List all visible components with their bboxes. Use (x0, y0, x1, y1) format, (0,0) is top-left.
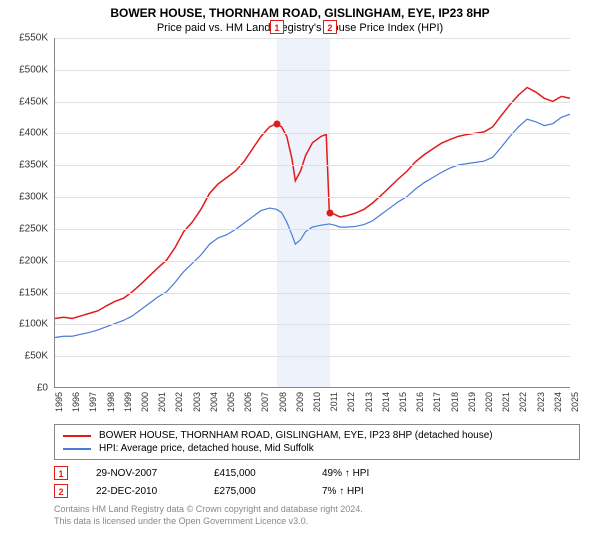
y-tick-label: £250K (19, 223, 48, 234)
plot-area: 12 (54, 38, 570, 388)
x-tick-label: 2006 (243, 392, 253, 412)
series-line (55, 114, 570, 337)
y-tick-label: £0 (37, 383, 48, 394)
x-tick-label: 2005 (226, 392, 236, 412)
x-tick-label: 2002 (174, 392, 184, 412)
sale-marker-flag: 2 (323, 20, 337, 34)
sale-date: 29-NOV-2007 (96, 468, 186, 479)
y-axis: £0£50K£100K£150K£200K£250K£300K£350K£400… (8, 38, 52, 388)
y-tick-label: £550K (19, 33, 48, 44)
footer-attribution: Contains HM Land Registry data © Crown c… (54, 504, 580, 527)
sale-delta: 7% ↑ HPI (322, 486, 364, 497)
y-tick-label: £400K (19, 128, 48, 139)
sale-marker-icon: 2 (54, 484, 68, 498)
sale-marker-flag: 1 (270, 20, 284, 34)
gridline (55, 324, 570, 325)
x-tick-label: 2013 (364, 392, 374, 412)
x-tick-label: 1996 (71, 392, 81, 412)
chart-title: BOWER HOUSE, THORNHAM ROAD, GISLINGHAM, … (0, 0, 600, 20)
x-tick-label: 2024 (553, 392, 563, 412)
sale-row: 1 29-NOV-2007 £415,000 49% ↑ HPI (54, 464, 580, 482)
x-tick-label: 1999 (123, 392, 133, 412)
x-tick-label: 2000 (140, 392, 150, 412)
series-line (55, 87, 570, 318)
gridline (55, 165, 570, 166)
y-tick-label: £350K (19, 160, 48, 171)
x-tick-label: 2010 (312, 392, 322, 412)
sale-delta: 49% ↑ HPI (322, 468, 369, 479)
x-tick-label: 2008 (278, 392, 288, 412)
x-tick-label: 2014 (381, 392, 391, 412)
x-tick-label: 2025 (570, 392, 580, 412)
gridline (55, 356, 570, 357)
x-tick-label: 2023 (536, 392, 546, 412)
line-series (55, 38, 570, 387)
gridline (55, 229, 570, 230)
sales-table: 1 29-NOV-2007 £415,000 49% ↑ HPI 2 22-DEC-201… (54, 464, 580, 500)
x-tick-label: 2003 (192, 392, 202, 412)
gridline (55, 261, 570, 262)
chart-subtitle: Price paid vs. HM Land Registry's House … (0, 20, 600, 38)
gridline (55, 197, 570, 198)
y-tick-label: £50K (25, 351, 48, 362)
legend: BOWER HOUSE, THORNHAM ROAD, GISLINGHAM, … (54, 424, 580, 460)
x-tick-label: 2012 (346, 392, 356, 412)
x-tick-label: 2018 (450, 392, 460, 412)
sale-point-dot (326, 210, 333, 217)
x-axis: 1995 1996 1997 1998 1999 2000 2001 2002 2003 2004… (54, 388, 570, 418)
sale-price: £415,000 (214, 468, 294, 479)
x-tick-label: 2016 (415, 392, 425, 412)
x-tick-label: 2001 (157, 392, 167, 412)
x-tick-label: 2007 (260, 392, 270, 412)
x-tick-label: 2009 (295, 392, 305, 412)
y-tick-label: £450K (19, 96, 48, 107)
chart-area: £0 £50K £100K £150K £200K £250K £300K £350K £400… (8, 38, 578, 418)
legend-label: BOWER HOUSE, THORNHAM ROAD, GISLINGHAM, … (99, 430, 493, 441)
x-tick-label: 2017 (432, 392, 442, 412)
x-tick-label: 2022 (518, 392, 528, 412)
y-tick-label: £150K (19, 287, 48, 298)
x-tick-label: 1998 (106, 392, 116, 412)
gridline (55, 293, 570, 294)
legend-label: HPI: Average price, detached house, Mid … (99, 443, 314, 454)
x-tick-label: 2019 (467, 392, 477, 412)
gridline (55, 133, 570, 134)
sale-date: 22-DEC-2010 (96, 486, 186, 497)
chart-container: BOWER HOUSE, THORNHAM ROAD, GISLINGHAM, … (0, 0, 600, 560)
sale-row: 2 22-DEC-2010 £275,000 7% ↑ HPI (54, 482, 580, 500)
x-tick-label: 2020 (484, 392, 494, 412)
y-tick-label: £300K (19, 192, 48, 203)
legend-row: HPI: Average price, detached house, Mid … (63, 442, 571, 455)
sale-marker-icon: 1 (54, 466, 68, 480)
y-tick-label: £200K (19, 255, 48, 266)
x-tick-label: 2021 (501, 392, 511, 412)
footer-line-2: This data is licensed under the Open Gov… (54, 516, 580, 528)
gridline (55, 102, 570, 103)
x-tick-label: 1997 (88, 392, 98, 412)
x-tick-label: 2011 (329, 392, 339, 411)
sale-price: £275,000 (214, 486, 294, 497)
legend-swatch (63, 435, 91, 437)
footer-line-1: Contains HM Land Registry data © Crown c… (54, 504, 580, 516)
x-tick-label: 1995 (54, 392, 64, 412)
y-tick-label: £100K (19, 319, 48, 330)
legend-row: BOWER HOUSE, THORNHAM ROAD, GISLINGHAM, … (63, 429, 571, 442)
gridline (55, 38, 570, 39)
sale-point-dot (273, 120, 280, 127)
x-tick-label: 2004 (209, 392, 219, 412)
legend-swatch (63, 448, 91, 450)
gridline (55, 70, 570, 71)
y-tick-label: £500K (19, 64, 48, 75)
x-tick-label: 2015 (398, 392, 408, 412)
